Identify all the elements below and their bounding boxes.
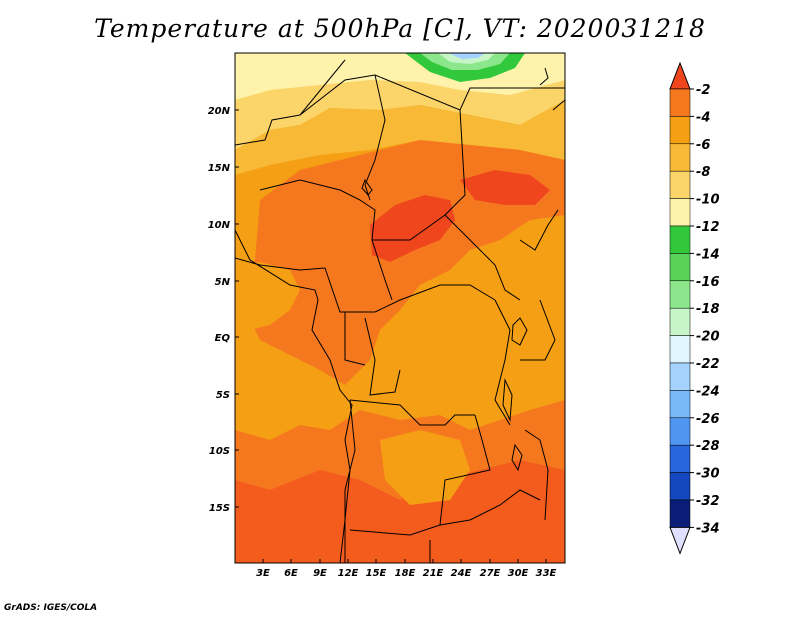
colorbar-swatch (669, 280, 691, 309)
colorbar-swatch (669, 225, 691, 254)
colorbar-swatch (669, 472, 691, 501)
lat-label: 15S (209, 503, 230, 514)
lon-label: 30E (508, 568, 529, 579)
colorbar-swatch (669, 143, 691, 172)
colorbar-label: -32 (696, 494, 720, 509)
colorbar-label: -30 (696, 467, 720, 482)
temperature-field (235, 53, 565, 563)
colorbar-swatch (669, 444, 691, 473)
colorbar (669, 61, 691, 555)
colorbar-swatch (669, 170, 691, 199)
colorbar-swatch (669, 253, 691, 282)
colorbar-label: -20 (696, 330, 720, 345)
colorbar-swatch (669, 198, 691, 227)
lon-label: 15E (366, 568, 387, 579)
lat-label: 15N (208, 163, 231, 174)
colorbar-label: -8 (696, 165, 710, 180)
colorbar-swatch (669, 307, 691, 336)
lat-label: 5S (216, 390, 230, 401)
grads-credit: GrADS: IGES/COLA (4, 603, 98, 613)
lon-ticks (262, 559, 547, 563)
lat-axis: 20N 15N 10N 5N EQ 5S 10S 15S (208, 106, 231, 514)
map-title: Temperature at 500hPa [C], VT: 202003121… (94, 14, 706, 43)
colorbar-label: -22 (696, 357, 720, 372)
colorbar-swatch (669, 362, 691, 391)
lon-label: 27E (480, 568, 501, 579)
lat-label: 10N (208, 220, 231, 231)
colorbar-swatch (669, 88, 691, 117)
colorbar-label: -26 (696, 412, 720, 427)
colorbar-label: -28 (696, 439, 720, 454)
lon-label: 3E (256, 568, 270, 579)
colorbar-labels: -2 -4 -6 -8 -10 -12 -14 -16 -18 -20 -22 -24 -26 -28 -3… (690, 83, 720, 536)
colorbar-label: -12 (696, 220, 720, 235)
lon-label: 24E (451, 568, 472, 579)
lat-label: 5N (215, 277, 231, 288)
country-borders (235, 59, 565, 563)
lat-label: 10S (209, 446, 230, 457)
lon-label: 9E (313, 568, 327, 579)
colorbar-label: -6 (696, 138, 710, 153)
colorbar-label: -14 (696, 247, 720, 262)
colorbar-label: -4 (696, 110, 710, 125)
colorbar-label: -18 (696, 302, 720, 317)
lon-label: 12E (338, 568, 359, 579)
colorbar-label: -24 (696, 384, 720, 399)
lon-label: 6E (284, 568, 298, 579)
lon-axis: 3E 6E 9E 12E 15E 18E 21E 24E 27E 30E 33E (256, 568, 556, 579)
colorbar-label: -16 (696, 275, 720, 290)
colorbar-swatch (669, 499, 691, 528)
lon-label: 33E (536, 568, 557, 579)
colorbar-bottom-arrow (669, 526, 691, 555)
colorbar-label: -2 (696, 83, 710, 98)
colorbar-swatch (669, 417, 691, 446)
colorbar-label: -10 (696, 193, 720, 208)
lon-label: 21E (423, 568, 444, 579)
colorbar-top-arrow (669, 61, 691, 90)
colorbar-swatch (669, 116, 691, 145)
colorbar-label: -34 (696, 521, 720, 536)
lat-label: 20N (208, 106, 231, 117)
map-frame (234, 52, 566, 564)
lon-label: 18E (395, 568, 416, 579)
colorbar-swatch (669, 390, 691, 419)
lat-label: EQ (215, 333, 231, 344)
colorbar-swatch (669, 335, 691, 364)
lat-ticks (235, 109, 239, 508)
